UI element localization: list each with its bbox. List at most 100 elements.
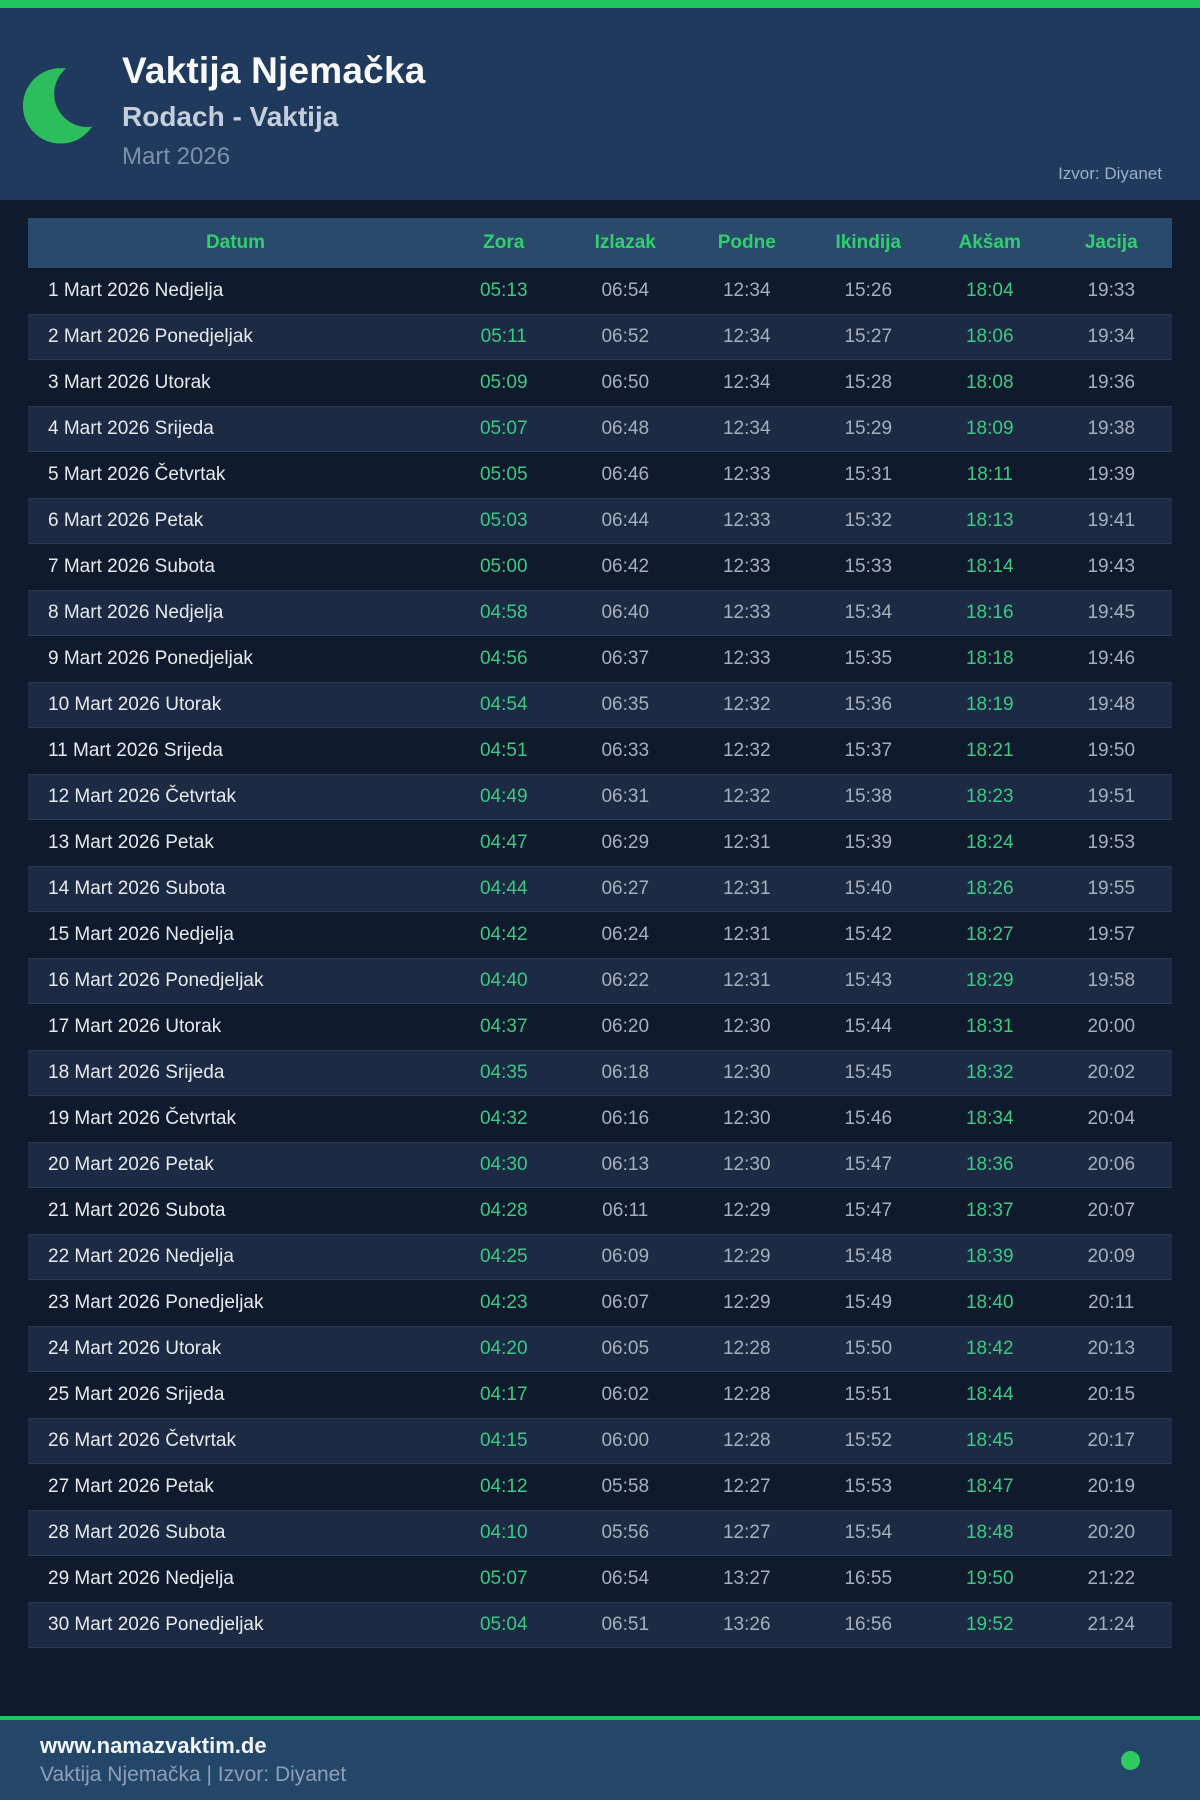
cell-ikindija: 15:31 [844, 464, 893, 485]
cell-podne: 12:28 [722, 1338, 771, 1359]
cell-ikindija: 15:37 [844, 740, 893, 761]
table-row: 30 Mart 2026 Ponedjeljak 05:04 06:51 13:… [28, 1602, 1172, 1648]
page-title: Vaktija Njemačka [122, 50, 426, 91]
cell-datum: 19 Mart 2026 Četvrtak [48, 1108, 236, 1129]
cell-zora: 05:11 [480, 326, 527, 347]
cell-datum: 18 Mart 2026 Srijeda [48, 1062, 225, 1083]
cell-izlazak: 06:24 [601, 924, 650, 945]
cell-datum: 27 Mart 2026 Petak [48, 1476, 214, 1497]
cell-zora: 04:15 [479, 1430, 528, 1451]
cell-aksam: 18:44 [965, 1384, 1014, 1405]
cell-izlazak: 06:27 [601, 878, 650, 899]
cell-podne: 12:27 [722, 1476, 771, 1497]
cell-podne: 12:28 [722, 1430, 771, 1451]
page-header: Vaktija Njemačka Rodach - Vaktija Mart 2… [0, 8, 1200, 200]
cell-ikindija: 15:39 [844, 832, 893, 853]
cell-datum: 3 Mart 2026 Utorak [48, 372, 211, 393]
table-header-row: Datum Zora Izlazak Podne Ikindija Akšam … [28, 218, 1172, 268]
cell-aksam: 18:39 [965, 1246, 1014, 1267]
cell-izlazak: 06:05 [601, 1338, 650, 1359]
column-header-podne: Podne [717, 232, 776, 253]
cell-izlazak: 06:29 [601, 832, 650, 853]
cell-aksam: 18:14 [965, 556, 1014, 577]
cell-zora: 04:37 [479, 1016, 528, 1037]
cell-zora: 04:56 [479, 648, 528, 669]
table-row: 10 Mart 2026 Utorak 04:54 06:35 12:32 15… [28, 682, 1172, 728]
cell-aksam: 18:04 [965, 280, 1014, 301]
cell-ikindija: 15:32 [844, 510, 893, 531]
month-label: Mart 2026 [122, 143, 231, 170]
green-dot-icon [1121, 1750, 1140, 1770]
cell-izlazak: 06:51 [601, 1614, 650, 1635]
footer-tagline: Vaktija Njemačka | Izvor: Diyanet [40, 1763, 347, 1787]
cell-jacija: 19:57 [1087, 924, 1136, 945]
cell-izlazak: 06:33 [601, 740, 650, 761]
cell-izlazak: 05:56 [601, 1522, 650, 1543]
cell-datum: 29 Mart 2026 Nedjelja [48, 1568, 234, 1589]
table-row: 28 Mart 2026 Subota 04:10 05:56 12:27 15… [28, 1510, 1172, 1556]
cell-datum: 17 Mart 2026 Utorak [48, 1016, 222, 1037]
cell-datum: 5 Mart 2026 Četvrtak [48, 464, 226, 485]
cell-ikindija: 15:46 [844, 1108, 893, 1129]
cell-izlazak: 06:50 [601, 372, 650, 393]
cell-izlazak: 06:20 [601, 1016, 650, 1037]
cell-aksam: 18:21 [965, 740, 1014, 761]
cell-podne: 12:34 [722, 280, 771, 301]
source-label: Izvor: Diyanet [1058, 164, 1162, 183]
cell-aksam: 18:47 [965, 1476, 1014, 1497]
table-row: 1 Mart 2026 Nedjelja 05:13 06:54 12:34 1… [28, 268, 1172, 314]
cell-ikindija: 16:55 [844, 1568, 893, 1589]
cell-jacija: 21:22 [1087, 1568, 1136, 1589]
cell-zora: 04:58 [479, 602, 528, 623]
website-url[interactable]: www.namazvaktim.de [40, 1732, 267, 1758]
cell-ikindija: 15:44 [844, 1016, 893, 1037]
cell-aksam: 18:24 [965, 832, 1014, 853]
cell-zora: 04:42 [479, 924, 528, 945]
cell-izlazak: 06:07 [601, 1292, 650, 1313]
column-header-aksam: Akšam [958, 232, 1021, 253]
cell-jacija: 19:58 [1087, 970, 1136, 991]
cell-zora: 04:35 [479, 1062, 528, 1083]
cell-podne: 12:30 [722, 1154, 771, 1175]
cell-ikindija: 15:47 [844, 1154, 893, 1175]
cell-zora: 04:23 [479, 1292, 528, 1313]
cell-podne: 13:26 [722, 1614, 771, 1635]
cell-datum: 11 Mart 2026 Srijeda [48, 740, 223, 761]
cell-zora: 04:20 [479, 1338, 528, 1359]
table-row: 23 Mart 2026 Ponedjeljak 04:23 06:07 12:… [28, 1280, 1172, 1326]
cell-ikindija: 15:27 [844, 326, 893, 347]
cell-aksam: 18:48 [965, 1522, 1014, 1543]
cell-aksam: 18:42 [965, 1338, 1014, 1359]
cell-ikindija: 15:42 [844, 924, 893, 945]
cell-ikindija: 15:26 [844, 280, 893, 301]
cell-zora: 04:10 [479, 1522, 528, 1543]
cell-jacija: 19:48 [1087, 694, 1136, 715]
cell-zora: 05:03 [479, 510, 528, 531]
cell-datum: 4 Mart 2026 Srijeda [48, 418, 214, 439]
cell-zora: 05:05 [479, 464, 528, 485]
cell-podne: 12:33 [722, 464, 771, 485]
cell-izlazak: 06:54 [601, 1568, 650, 1589]
cell-jacija: 20:17 [1087, 1430, 1136, 1451]
cell-ikindija: 15:50 [844, 1338, 893, 1359]
table-row: 27 Mart 2026 Petak 04:12 05:58 12:27 15:… [28, 1464, 1172, 1510]
cell-jacija: 20:04 [1087, 1108, 1136, 1129]
cell-izlazak: 06:54 [601, 280, 650, 301]
cell-aksam: 18:19 [965, 694, 1014, 715]
cell-aksam: 18:45 [965, 1430, 1014, 1451]
cell-aksam: 18:29 [965, 970, 1014, 991]
cell-izlazak: 06:40 [601, 602, 650, 623]
cell-zora: 04:44 [479, 878, 528, 899]
cell-zora: 05:04 [479, 1614, 528, 1635]
cell-ikindija: 15:49 [844, 1292, 893, 1313]
table-row: 4 Mart 2026 Srijeda 05:07 06:48 12:34 15… [28, 406, 1172, 452]
column-header-zora: Zora [483, 232, 525, 253]
cell-datum: 26 Mart 2026 Četvrtak [48, 1430, 236, 1451]
cell-jacija: 19:53 [1087, 832, 1136, 853]
cell-zora: 04:30 [479, 1154, 528, 1175]
cell-zora: 04:49 [479, 786, 528, 807]
cell-jacija: 20:15 [1087, 1384, 1136, 1405]
cell-zora: 04:51 [479, 740, 528, 761]
table-row: 21 Mart 2026 Subota 04:28 06:11 12:29 15… [28, 1188, 1172, 1234]
cell-zora: 05:07 [479, 1568, 528, 1589]
